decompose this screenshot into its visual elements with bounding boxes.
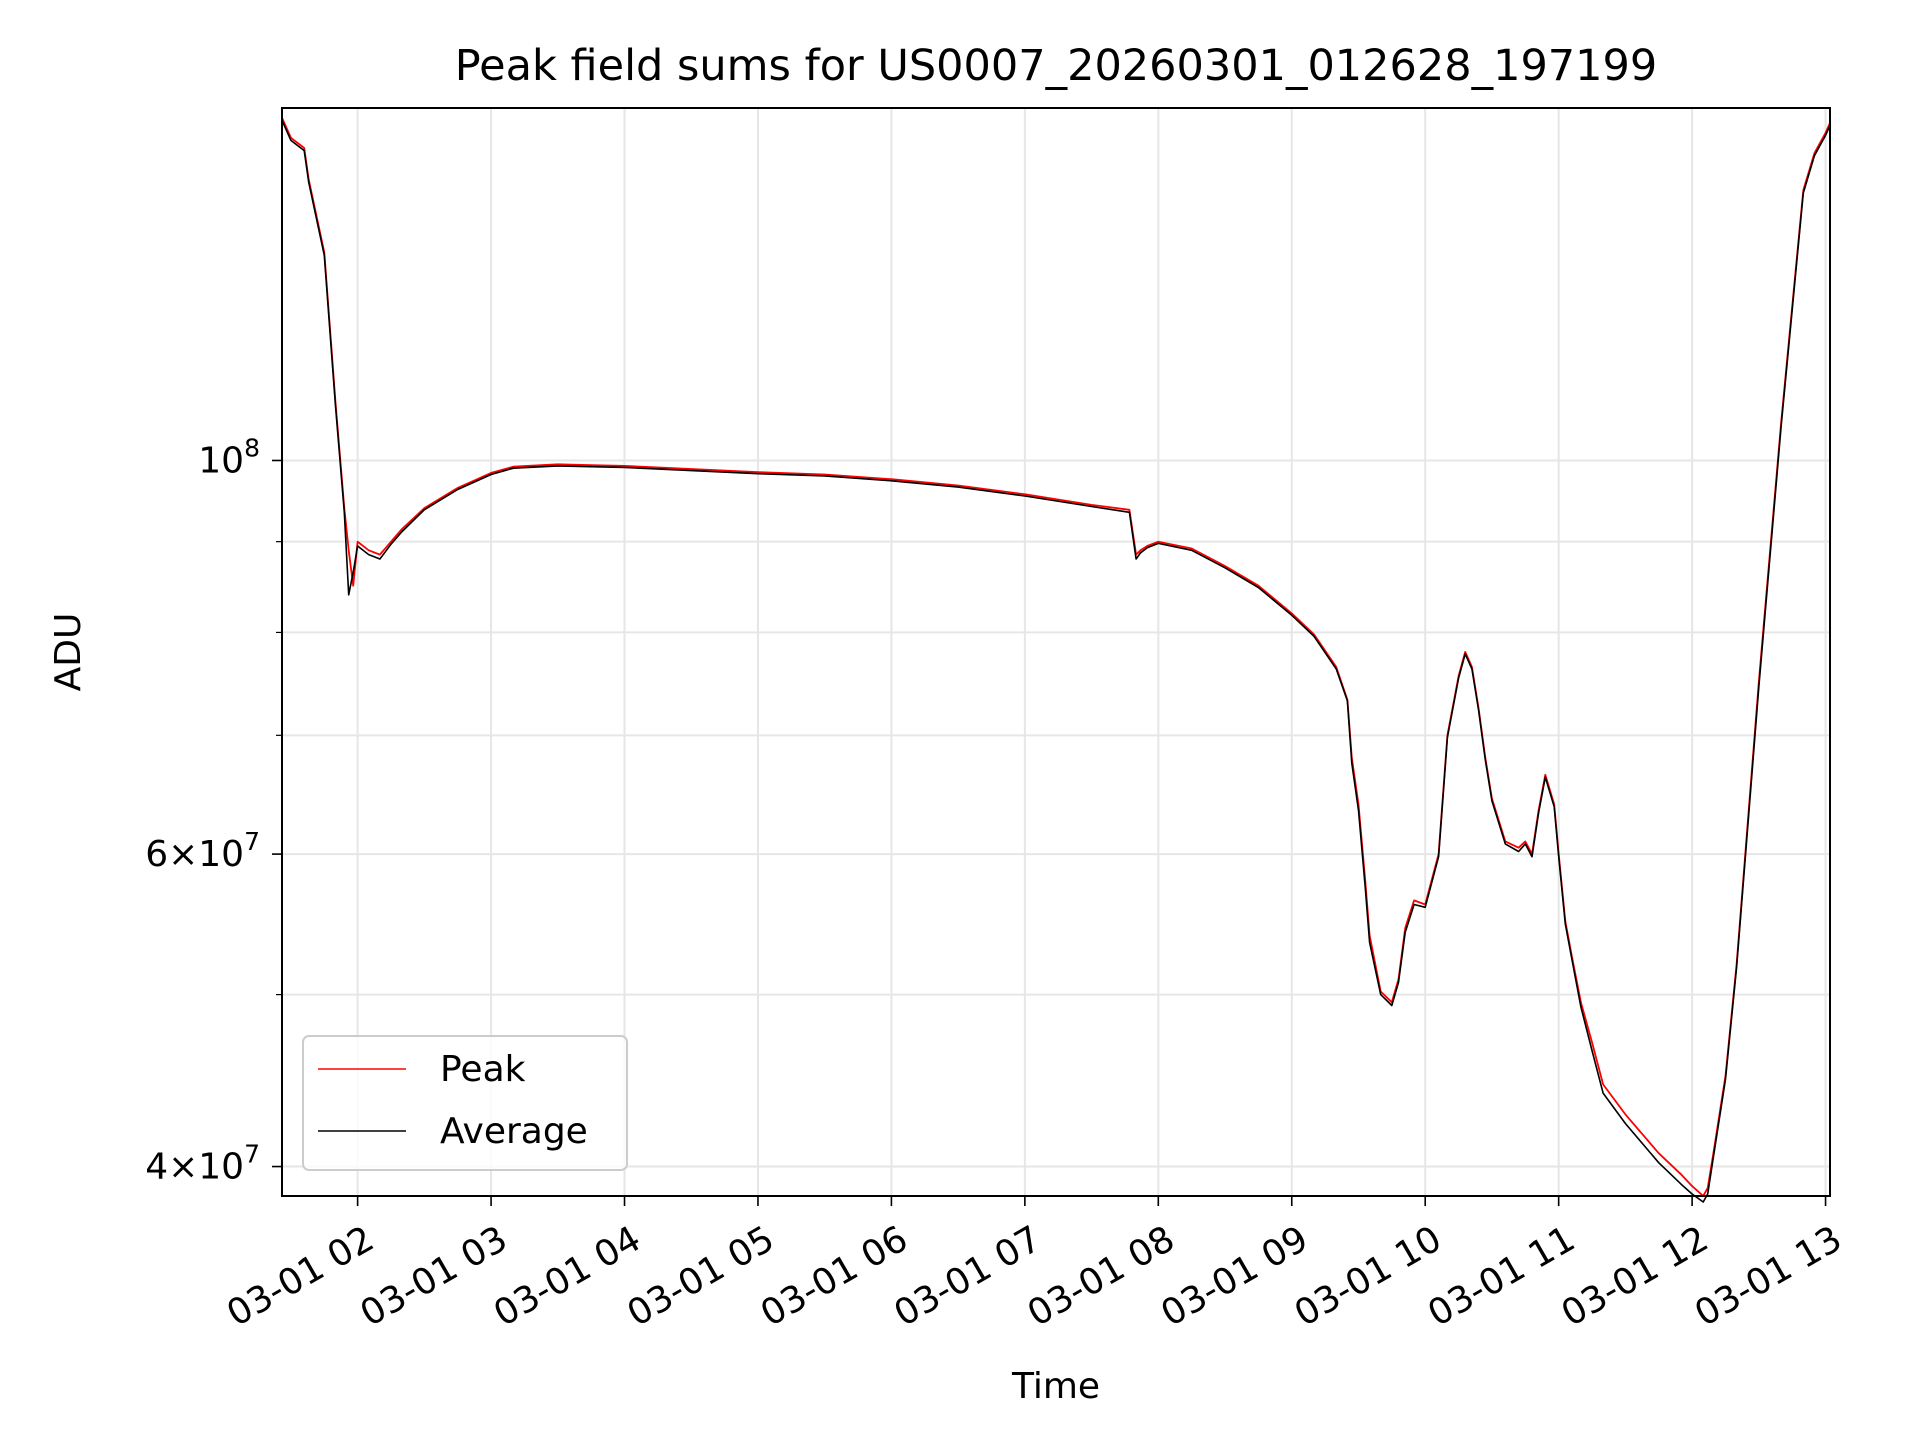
legend: Peak Average	[302, 1035, 628, 1171]
y-tick-label: 6×107	[145, 827, 260, 875]
x-tick-label: 03-01 13	[1688, 1218, 1849, 1334]
x-axis-title: Time	[1011, 1366, 1100, 1407]
axes	[272, 107, 1831, 1206]
chart-title: Peak field sums for US0007_20260301_0126…	[455, 41, 1658, 91]
series-lines	[281, 117, 1831, 1203]
x-tick-label: 03-01 03	[354, 1218, 515, 1334]
x-tick-label: 03-01 10	[1288, 1218, 1449, 1334]
x-tick-label: 03-01 11	[1421, 1218, 1582, 1334]
x-tick-label: 03-01 12	[1555, 1218, 1716, 1334]
y-tick-label: 4×107	[145, 1140, 260, 1188]
series-line-average	[281, 119, 1831, 1203]
plot-frame	[281, 107, 1831, 1197]
y-tick-label: 108	[198, 433, 260, 481]
x-tick-label: 03-01 02	[220, 1218, 381, 1334]
legend-label-average: Average	[440, 1111, 588, 1152]
legend-label-peak: Peak	[440, 1049, 526, 1090]
x-tick-label: 03-01 08	[1021, 1218, 1182, 1334]
series-line-peak	[281, 117, 1831, 1197]
x-tick-label: 03-01 09	[1154, 1218, 1315, 1334]
x-tick-label: 03-01 07	[887, 1218, 1048, 1334]
y-axis-title: ADU	[48, 613, 89, 692]
x-tick-label: 03-01 05	[621, 1218, 782, 1334]
grid-lines	[282, 108, 1830, 1196]
x-tick-label: 03-01 04	[487, 1218, 648, 1334]
x-tick-label: 03-01 06	[754, 1218, 915, 1334]
